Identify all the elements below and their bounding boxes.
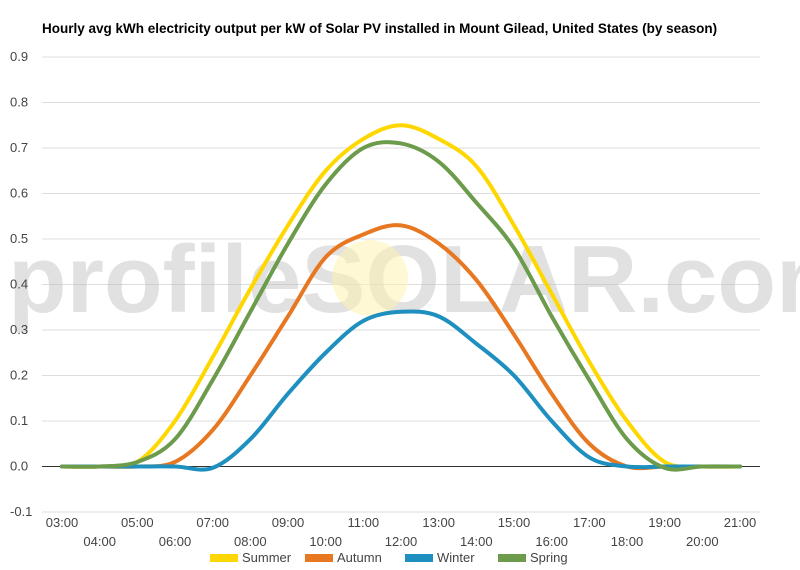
chart-title: Hourly avg kWh electricity output per kW…: [42, 21, 717, 36]
legend-swatch-summer: [210, 554, 238, 562]
legend: Summer Autumn Winter Spring: [210, 550, 568, 565]
series-line-winter: [60, 309, 742, 472]
x-tick-label: 07:00: [196, 515, 229, 530]
x-tick-label: 14:00: [460, 534, 493, 549]
x-tick-label: 08:00: [234, 534, 267, 549]
x-tick-label: 10:00: [309, 534, 342, 549]
x-tick-label: 06:00: [159, 534, 192, 549]
x-tick-label: 21:00: [724, 515, 757, 530]
y-tick-label: 0.2: [10, 368, 28, 383]
x-tick-label: 12:00: [385, 534, 418, 549]
legend-swatch-autumn: [305, 554, 333, 562]
x-tick-label: 09:00: [272, 515, 305, 530]
x-tick-label: 16:00: [535, 534, 568, 549]
y-tick-label: 0.4: [10, 277, 28, 292]
legend-label-spring: Spring: [530, 550, 568, 565]
legend-label-summer: Summer: [242, 550, 292, 565]
x-tick-label: 20:00: [686, 534, 719, 549]
series-line-spring: [60, 140, 742, 472]
x-tick-label: 03:00: [46, 515, 79, 530]
x-tick-label: 18:00: [611, 534, 644, 549]
watermark-sun-icon: [332, 240, 408, 316]
y-tick-label: 0.5: [10, 231, 28, 246]
y-tick-label: 0.6: [10, 186, 28, 201]
legend-swatch-spring: [498, 554, 526, 562]
series-line-summer: [60, 123, 742, 469]
x-tick-label: 13:00: [422, 515, 455, 530]
x-tick-label: 04:00: [83, 534, 116, 549]
legend-label-autumn: Autumn: [337, 550, 382, 565]
y-tick-label: 0.8: [10, 95, 28, 110]
x-tick-label: 11:00: [348, 515, 380, 530]
x-tick-label: 17:00: [573, 515, 606, 530]
y-tick-label: 0.9: [10, 49, 28, 64]
series-layer: [60, 123, 742, 472]
x-tick-label: 19:00: [648, 515, 681, 530]
y-tick-label: 0.1: [10, 413, 28, 428]
x-tick-labels: 03:00 04:00 05:00 06:00 07:00 08:00 09:00 10:00…: [46, 515, 757, 549]
legend-swatch-winter: [405, 554, 433, 562]
y-tick-labels: -0.1 0.0 0.1 0.2 0.3 0.4 0.5 0.6 0.7 0.8 0.9: [10, 49, 32, 519]
y-tick-label: 0.7: [10, 140, 28, 155]
y-tick-label: 0.0: [10, 459, 28, 474]
x-tick-label: 05:00: [121, 515, 154, 530]
legend-label-winter: Winter: [437, 550, 475, 565]
y-tick-label: -0.1: [10, 504, 32, 519]
x-tick-label: 15:00: [498, 515, 531, 530]
y-tick-label: 0.3: [10, 322, 28, 337]
